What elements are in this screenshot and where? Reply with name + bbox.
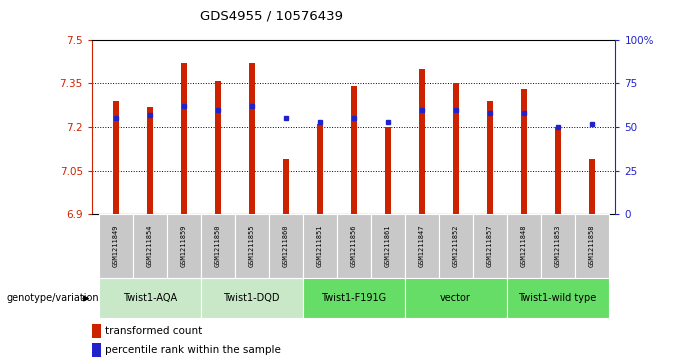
Bar — [385, 127, 390, 214]
Text: GSM1211856: GSM1211856 — [351, 225, 356, 267]
Text: GDS4955 / 10576439: GDS4955 / 10576439 — [201, 9, 343, 22]
Bar — [507, 214, 541, 278]
Text: transformed count: transformed count — [105, 326, 202, 336]
Text: GSM1211861: GSM1211861 — [385, 225, 390, 267]
Text: GSM1211851: GSM1211851 — [317, 225, 322, 267]
Bar — [317, 124, 323, 214]
Text: percentile rank within the sample: percentile rank within the sample — [105, 345, 281, 355]
Bar — [215, 81, 220, 214]
Bar — [439, 214, 473, 278]
Text: GSM1211852: GSM1211852 — [453, 225, 458, 267]
Bar — [453, 83, 458, 214]
Bar — [405, 214, 439, 278]
Text: GSM1211853: GSM1211853 — [555, 225, 560, 267]
Bar — [201, 278, 303, 318]
Bar — [351, 86, 357, 214]
Text: Twist1-wild type: Twist1-wild type — [518, 293, 597, 303]
Bar — [371, 214, 405, 278]
Bar — [337, 214, 371, 278]
Bar — [405, 278, 507, 318]
Bar — [92, 324, 101, 338]
Bar — [521, 89, 526, 214]
Bar — [554, 127, 560, 214]
Bar — [201, 214, 235, 278]
Bar — [92, 343, 101, 358]
Bar — [487, 101, 492, 214]
Bar — [588, 159, 594, 214]
Text: GSM1211859: GSM1211859 — [181, 225, 186, 267]
Text: GSM1211847: GSM1211847 — [419, 225, 424, 267]
Bar — [575, 214, 609, 278]
Bar — [235, 214, 269, 278]
Text: vector: vector — [440, 293, 471, 303]
Text: GSM1211857: GSM1211857 — [487, 225, 492, 267]
Bar — [283, 159, 289, 214]
Bar — [99, 214, 133, 278]
Bar — [147, 107, 153, 214]
Text: GSM1211850: GSM1211850 — [215, 225, 220, 267]
Bar — [419, 69, 424, 214]
Text: Twist1-DQD: Twist1-DQD — [223, 293, 280, 303]
Bar — [507, 278, 609, 318]
Bar — [133, 214, 167, 278]
Bar — [113, 101, 119, 214]
Bar — [99, 278, 201, 318]
Text: Twist1-AQA: Twist1-AQA — [122, 293, 177, 303]
Text: GSM1211854: GSM1211854 — [147, 225, 152, 267]
Text: GSM1211855: GSM1211855 — [249, 225, 254, 267]
Bar — [303, 214, 337, 278]
Text: genotype/variation: genotype/variation — [7, 293, 99, 303]
Bar — [167, 214, 201, 278]
Bar — [269, 214, 303, 278]
Text: GSM1211858: GSM1211858 — [589, 225, 594, 267]
Bar — [181, 63, 186, 214]
Text: GSM1211848: GSM1211848 — [521, 225, 526, 267]
Text: GSM1211849: GSM1211849 — [113, 225, 118, 267]
Text: GSM1211860: GSM1211860 — [283, 225, 288, 267]
Text: Twist1-F191G: Twist1-F191G — [321, 293, 386, 303]
Bar — [303, 278, 405, 318]
Bar — [249, 63, 255, 214]
Bar — [473, 214, 507, 278]
Bar — [541, 214, 575, 278]
